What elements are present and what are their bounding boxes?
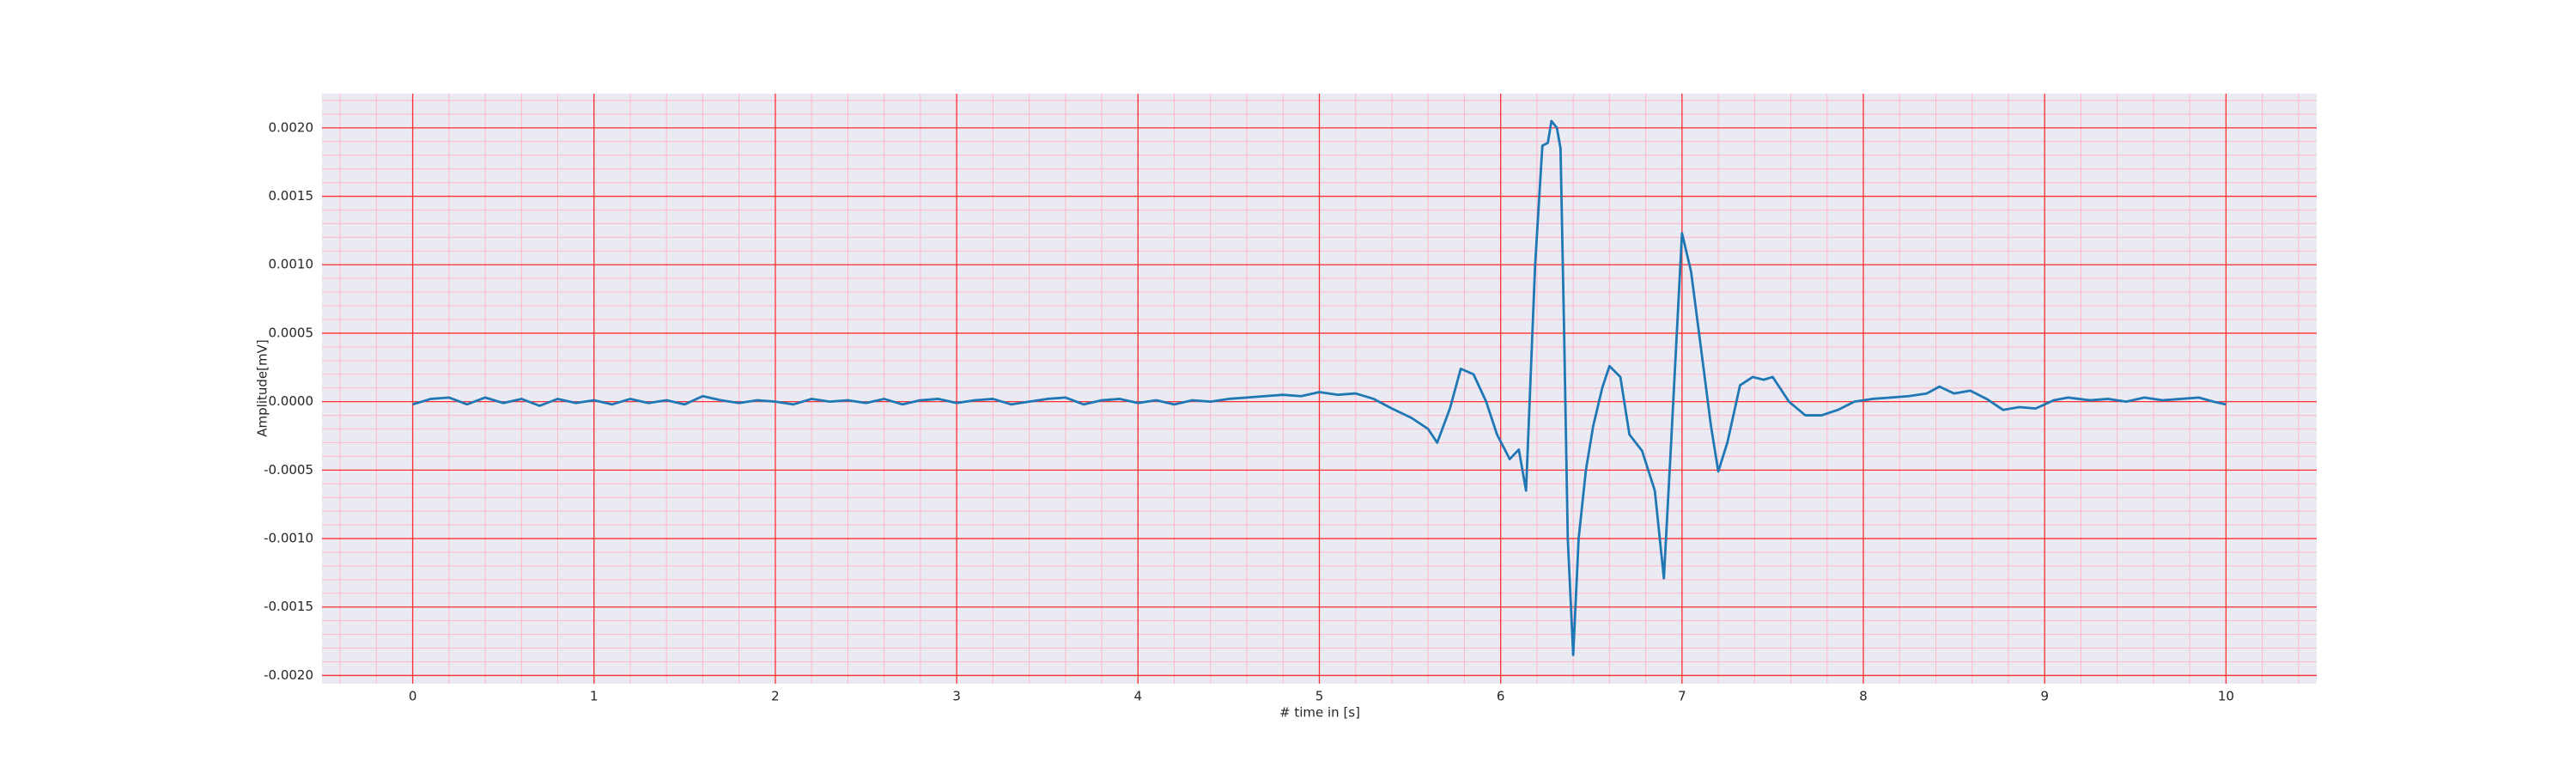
x-tick-label: 4	[1134, 689, 1143, 704]
x-tick-label: 8	[1859, 689, 1868, 704]
x-axis-label: # time in [s]	[1279, 705, 1360, 721]
y-axis-label: Amplitude[mV]	[255, 339, 270, 436]
y-tick-label: 0.0000	[269, 393, 314, 409]
x-tick-label: 2	[771, 689, 780, 704]
x-tick-label: 6	[1497, 689, 1505, 704]
x-tick-label: 0	[409, 689, 417, 704]
x-tick-label: 5	[1315, 689, 1324, 704]
y-tick-label: 0.0015	[269, 188, 314, 204]
line-series	[412, 119, 2227, 656]
y-tick-label: -0.0010	[264, 531, 313, 546]
y-tick-label: 0.0005	[269, 325, 314, 340]
x-tick-label: 9	[2040, 689, 2049, 704]
y-tick-label: -0.0015	[264, 599, 313, 614]
x-tick-label: 3	[952, 689, 961, 704]
y-tick-label: 0.0010	[269, 257, 314, 272]
y-tick-label: 0.0020	[269, 119, 314, 135]
x-tick-label: 7	[1678, 689, 1686, 704]
x-tick-label: 1	[590, 689, 598, 704]
x-tick-label: 10	[2218, 689, 2234, 704]
y-tick-label: -0.0005	[264, 462, 313, 478]
y-tick-label: -0.0020	[264, 667, 313, 683]
